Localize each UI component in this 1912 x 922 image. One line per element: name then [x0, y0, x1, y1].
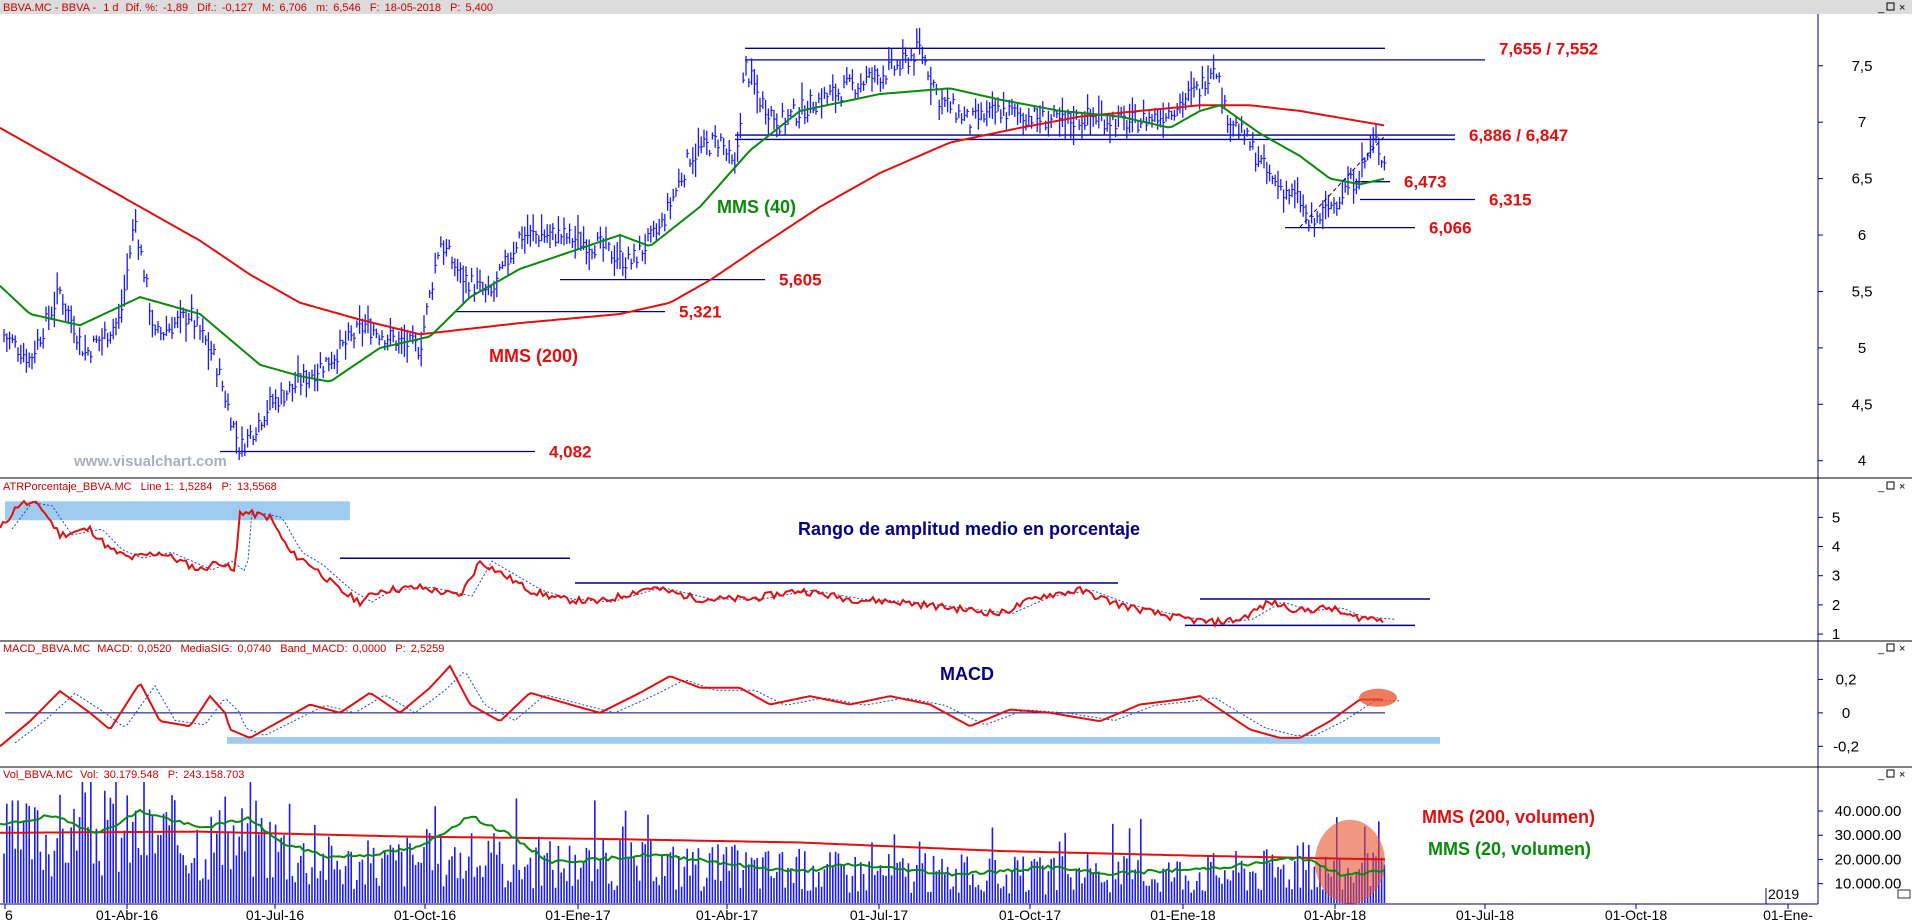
minimize-icon[interactable]: _ — [1877, 2, 1885, 14]
atr-y-tick-label: 4 — [1832, 539, 1840, 556]
mms200-line — [0, 104, 1385, 336]
maximize-icon[interactable] — [1886, 2, 1895, 11]
macd-y-tick-label: 0,2 — [1836, 671, 1857, 688]
x-tick-label: 6 — [5, 907, 13, 922]
atr-panel: ATRPorcentaje_BBVA.MC Line 1: 1,5284 P: … — [0, 478, 1912, 643]
price-y-tick-label: 7 — [1858, 114, 1866, 131]
level-label: 7,655 / 7,552 — [1499, 39, 1598, 58]
zoom-corner-icon[interactable] — [1897, 889, 1911, 899]
price-y-tick-label: 5,5 — [1852, 283, 1873, 300]
atr-y-axis: 5 4 3 2 1 — [1818, 509, 1840, 643]
macd-window-controls[interactable]: _ × — [1877, 643, 1905, 655]
x-tick-label: 01-Oct-18 — [1605, 907, 1667, 922]
macd-hot-spot — [1359, 688, 1397, 707]
macd-y-tick-label: -0,2 — [1833, 738, 1859, 755]
price-header-text: BBVA.MC - BBVA - 1 d Dif. %: -1,89 Dif.:… — [3, 2, 493, 14]
x-tick-label: 01-Jul-18 — [1456, 907, 1515, 922]
x-tick-label: 01-Oct-17 — [999, 907, 1061, 922]
close-icon[interactable]: × — [1899, 643, 1905, 655]
macd-panel: MACD_BBVA.MC MACD: 0,0520 MediaSIG: 0,07… — [0, 641, 1912, 768]
mms200-label: MMS (200) — [489, 346, 578, 366]
close-icon[interactable]: × — [1899, 2, 1905, 14]
x-tick-label: 01-Ene- — [1763, 907, 1813, 922]
atr-title: Rango de amplitud medio en porcentaje — [798, 519, 1140, 539]
volume-bars — [3, 782, 1386, 903]
macd-y-axis: 0,2 0 -0,2 — [1818, 671, 1859, 755]
volume-mms20-label: MMS (20, volumen) — [1428, 839, 1591, 859]
macd-line — [0, 664, 1383, 748]
close-icon[interactable]: × — [1899, 481, 1905, 493]
macd-highlight — [227, 737, 1440, 744]
price-y-tick-label: 4 — [1858, 453, 1866, 470]
macd-signal-line — [14, 672, 1399, 744]
atr-levels — [340, 557, 1430, 627]
mms40-line — [0, 87, 1385, 383]
close-icon[interactable]: × — [1899, 769, 1905, 781]
atr-line — [0, 499, 1384, 628]
volume-hot-spot — [1315, 819, 1385, 904]
x-tick-label: 01-Ene-17 — [545, 907, 611, 922]
volume-y-tick-label: 20.000.00 — [1835, 851, 1902, 868]
level-label: 6,886 / 6,847 — [1469, 126, 1568, 145]
price-y-tick-label: 5 — [1858, 340, 1866, 357]
price-window-controls[interactable]: _ × — [1877, 2, 1905, 14]
level-label: 6,315 — [1489, 190, 1532, 209]
maximize-icon[interactable] — [1886, 643, 1895, 652]
macd-y-tick-label: 0 — [1842, 705, 1850, 722]
atr-y-tick-label: 5 — [1832, 509, 1840, 526]
minimize-icon[interactable]: _ — [1877, 769, 1885, 781]
level-label: 5,321 — [679, 303, 722, 322]
volume-mms200-line — [0, 830, 1386, 861]
atr-y-tick-label: 3 — [1832, 568, 1840, 585]
atr-header-text: ATRPorcentaje_BBVA.MC Line 1: 1,5284 P: … — [3, 481, 277, 493]
level-label: 4,082 — [549, 442, 592, 461]
volume-y-tick-label: 40.000.00 — [1835, 803, 1902, 820]
atr-highlight — [5, 501, 350, 521]
price-panel: BBVA.MC - BBVA - 1 d Dif. %: -1,89 Dif.:… — [0, 0, 1912, 479]
level-label: 6,473 — [1404, 173, 1447, 192]
x-tick-label: 01-Abr-17 — [696, 907, 758, 922]
x-tick-label: 01-Abr-16 — [96, 907, 158, 922]
atr-window-controls[interactable]: _ × — [1877, 481, 1905, 493]
x-tick-label: 01-Ene-18 — [1150, 907, 1216, 922]
volume-header-text: Vol_BBVA.MC Vol: 30.179.548 P: 243.158.7… — [3, 769, 244, 781]
volume-y-tick-label: 30.000.00 — [1835, 827, 1902, 844]
price-y-tick-label: 7,5 — [1852, 58, 1873, 75]
price-bars — [3, 27, 1387, 461]
x-tick-label: 01-Abr-18 — [1304, 907, 1366, 922]
atr-y-tick-label: 2 — [1832, 597, 1840, 614]
x-tick-label: 01-Oct-16 — [394, 907, 456, 922]
level-label: 5,605 — [779, 271, 822, 290]
atr-signal-line — [11, 502, 1397, 623]
watermark: www.visualchart.com — [73, 453, 227, 470]
minimize-icon[interactable]: _ — [1877, 643, 1885, 655]
volume-mms200-label: MMS (200, volumen) — [1422, 807, 1595, 827]
year-label: 2019 — [1768, 886, 1799, 902]
volume-mms20-line — [0, 808, 1385, 877]
price-y-tick-label: 4,5 — [1852, 396, 1873, 413]
volume-y-tick-label: 10.000.00 — [1835, 876, 1902, 893]
level-label: 6,066 — [1429, 219, 1472, 238]
atr-y-tick-label: 1 — [1832, 626, 1840, 643]
macd-title: MACD — [940, 664, 994, 684]
volume-panel: Vol_BBVA.MC Vol: 30.179.548 P: 243.158.7… — [0, 767, 1905, 904]
price-y-tick-label: 6,5 — [1852, 171, 1873, 188]
maximize-icon[interactable] — [1886, 481, 1895, 490]
minimize-icon[interactable]: _ — [1877, 481, 1885, 493]
mms40-label: MMS (40) — [717, 197, 796, 217]
price-y-axis: 7,5 7 6,5 6 5,5 5 4,5 4 — [1818, 58, 1872, 470]
price-y-tick-label: 6 — [1858, 227, 1866, 244]
volume-window-controls[interactable]: _ × — [1877, 769, 1905, 781]
x-tick-label: 01-Jul-17 — [850, 907, 909, 922]
x-axis: 6 01-Abr-16 01-Jul-16 01-Oct-16 01-Ene-17 01-… — [4, 904, 1813, 922]
volume-y-axis: 40.000.00 30.000.00 20.000.00 10.000.00 — [1818, 803, 1901, 893]
x-tick-label: 01-Jul-16 — [246, 907, 305, 922]
maximize-icon[interactable] — [1886, 769, 1895, 778]
price-levels: 7,655 / 7,552 6,886 / 6,847 6,473 6,315 6,06… — [220, 39, 1598, 461]
macd-header-text: MACD_BBVA.MC MACD: 0,0520 MediaSIG: 0,07… — [3, 643, 444, 655]
price-header-bar — [0, 0, 1912, 14]
